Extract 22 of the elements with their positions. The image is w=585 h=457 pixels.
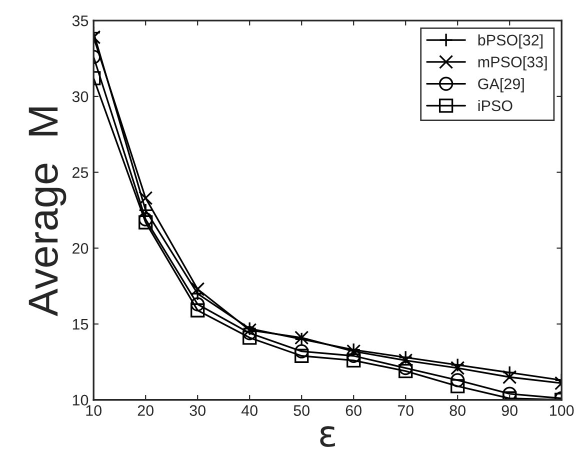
y-tick-label: 10 [72, 394, 88, 406]
legend-label: mPSO[33] [478, 56, 547, 70]
y-tick-label: 35 [72, 15, 88, 26]
legend-label: GA[29] [478, 78, 524, 92]
x-tick-label: 30 [190, 405, 206, 416]
y-axis-title: Average M [28, 107, 66, 316]
legend-label: iPSO [478, 100, 512, 112]
y-tick-label: 25 [72, 167, 88, 178]
x-tick-label: 90 [502, 405, 518, 416]
x-tick-label: 60 [346, 405, 362, 416]
x-tick-label: 20 [138, 405, 154, 416]
x-tick-label: 80 [450, 405, 466, 416]
x-axis-title: ε [320, 426, 335, 447]
y-tick-label: 30 [72, 91, 88, 102]
x-tick-label: 70 [398, 405, 414, 416]
x-tick-label: 40 [241, 405, 258, 416]
x-tick-label: 50 [294, 405, 310, 416]
y-tick-label: 15 [72, 319, 88, 330]
x-tick-label: 10 [86, 405, 102, 416]
legend-label: bPSO[32] [478, 34, 543, 49]
y-tick-label: 20 [72, 243, 88, 254]
x-tick-label: 100 [550, 405, 574, 416]
